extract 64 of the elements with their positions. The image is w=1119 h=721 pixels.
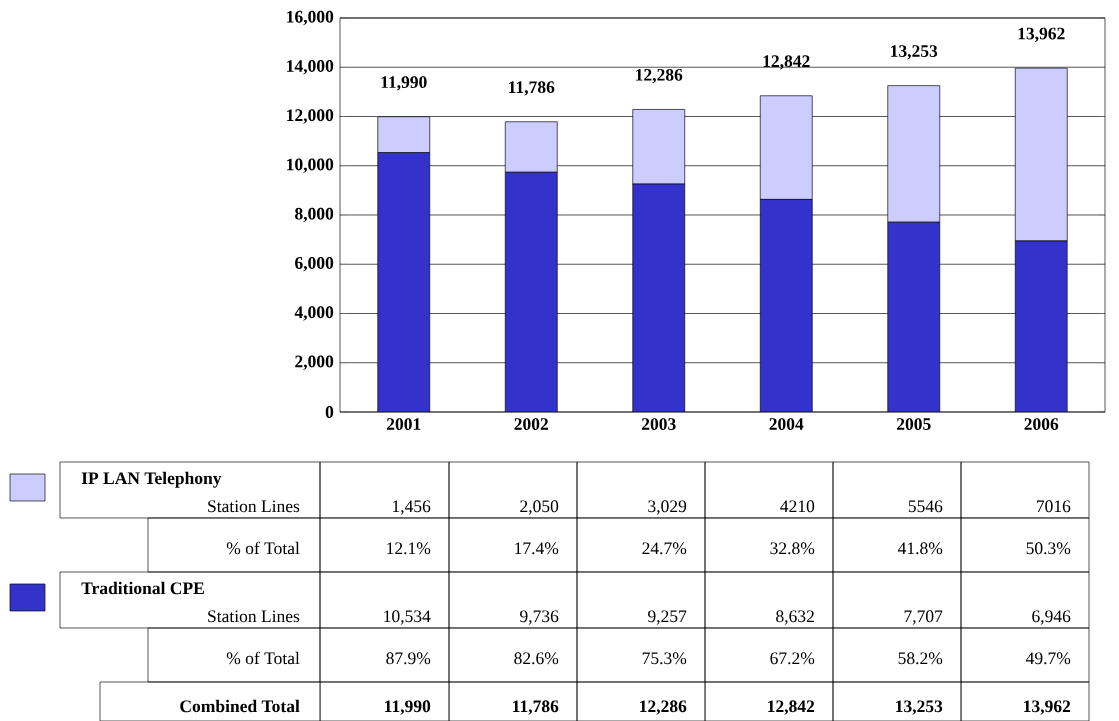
data-label: 4210 [780,500,815,513]
total-label: 13,253 [891,45,938,60]
text: 32.8% [770,542,815,555]
bar [632,183,686,412]
text: 12.1% [387,542,431,555]
data-label: 3,029 [648,500,687,515]
y-tick-label: 12,000 [287,109,334,124]
y-tick-label: 10,000 [287,158,334,173]
text: 11,786 [513,700,559,715]
total-label: 12,286 [636,68,683,84]
data-label: 8,632 [776,610,814,625]
data-label: 7016 [1036,500,1071,513]
text: 17.4% [515,542,559,555]
text: 41.8% [897,542,943,555]
y-tick-label: 8,000 [295,207,334,223]
text: 50.3% [1026,542,1071,555]
total-label: 11,990 [381,76,427,91]
text: 12,286 [640,700,687,715]
text: 75.3% [642,652,687,665]
data-label: 9,736 [520,610,559,625]
legend-label: IP LAN Telephony [81,471,222,488]
total-label: 12,842 [763,55,810,70]
y-tick-label: 0 [325,406,334,418]
x-tick-label: 2004 [769,418,804,430]
y-tick-label: 6,000 [295,257,334,272]
y-tick-label: 4,000 [294,306,334,321]
text: 49.7% [1025,652,1071,665]
data-label: 9,257 [648,610,687,625]
bar [1014,240,1068,412]
text: 67.2% [770,652,815,665]
text: 58.2% [898,652,943,665]
x-tick-label: 2003 [641,418,676,430]
data-label: 2,050 [520,500,559,515]
text: Combined Total [180,699,300,713]
x-tick-label: 2002 [514,418,549,430]
x-tick-label: 2006 [1024,418,1059,430]
text: 87.9% [386,652,431,665]
x-tick-label: 2005 [896,418,931,430]
y-tick-label: 14,000 [287,60,334,75]
y-tick-label: 16,000 [287,10,334,26]
text: 82.6% [514,652,559,665]
data-label: 5546 [908,500,943,513]
x-tick-label: 2001 [386,418,421,430]
data-label: 6,946 [1032,610,1071,625]
data-label: 1,456 [393,500,431,515]
data-label: 10,534 [384,610,431,625]
y-tick-label: 2,000 [295,355,334,370]
text: 13,253 [896,700,943,715]
total-label: 11,786 [509,81,555,96]
text: 13,962 [1024,700,1071,715]
text: 11,990 [385,700,431,715]
bar [887,221,941,412]
legend-label: Traditional CPE [81,581,204,595]
text: % of Total [226,651,300,665]
text: 12,842 [768,700,815,715]
text: Station Lines [208,500,300,513]
total-label: 13,962 [1018,27,1065,43]
data-label: 7,707 [904,610,943,625]
bar [759,199,813,412]
bar [504,171,558,412]
text: % of Total [226,541,300,555]
text: Station Lines [208,610,300,623]
bar [377,152,431,412]
text: 24.7% [642,542,687,555]
